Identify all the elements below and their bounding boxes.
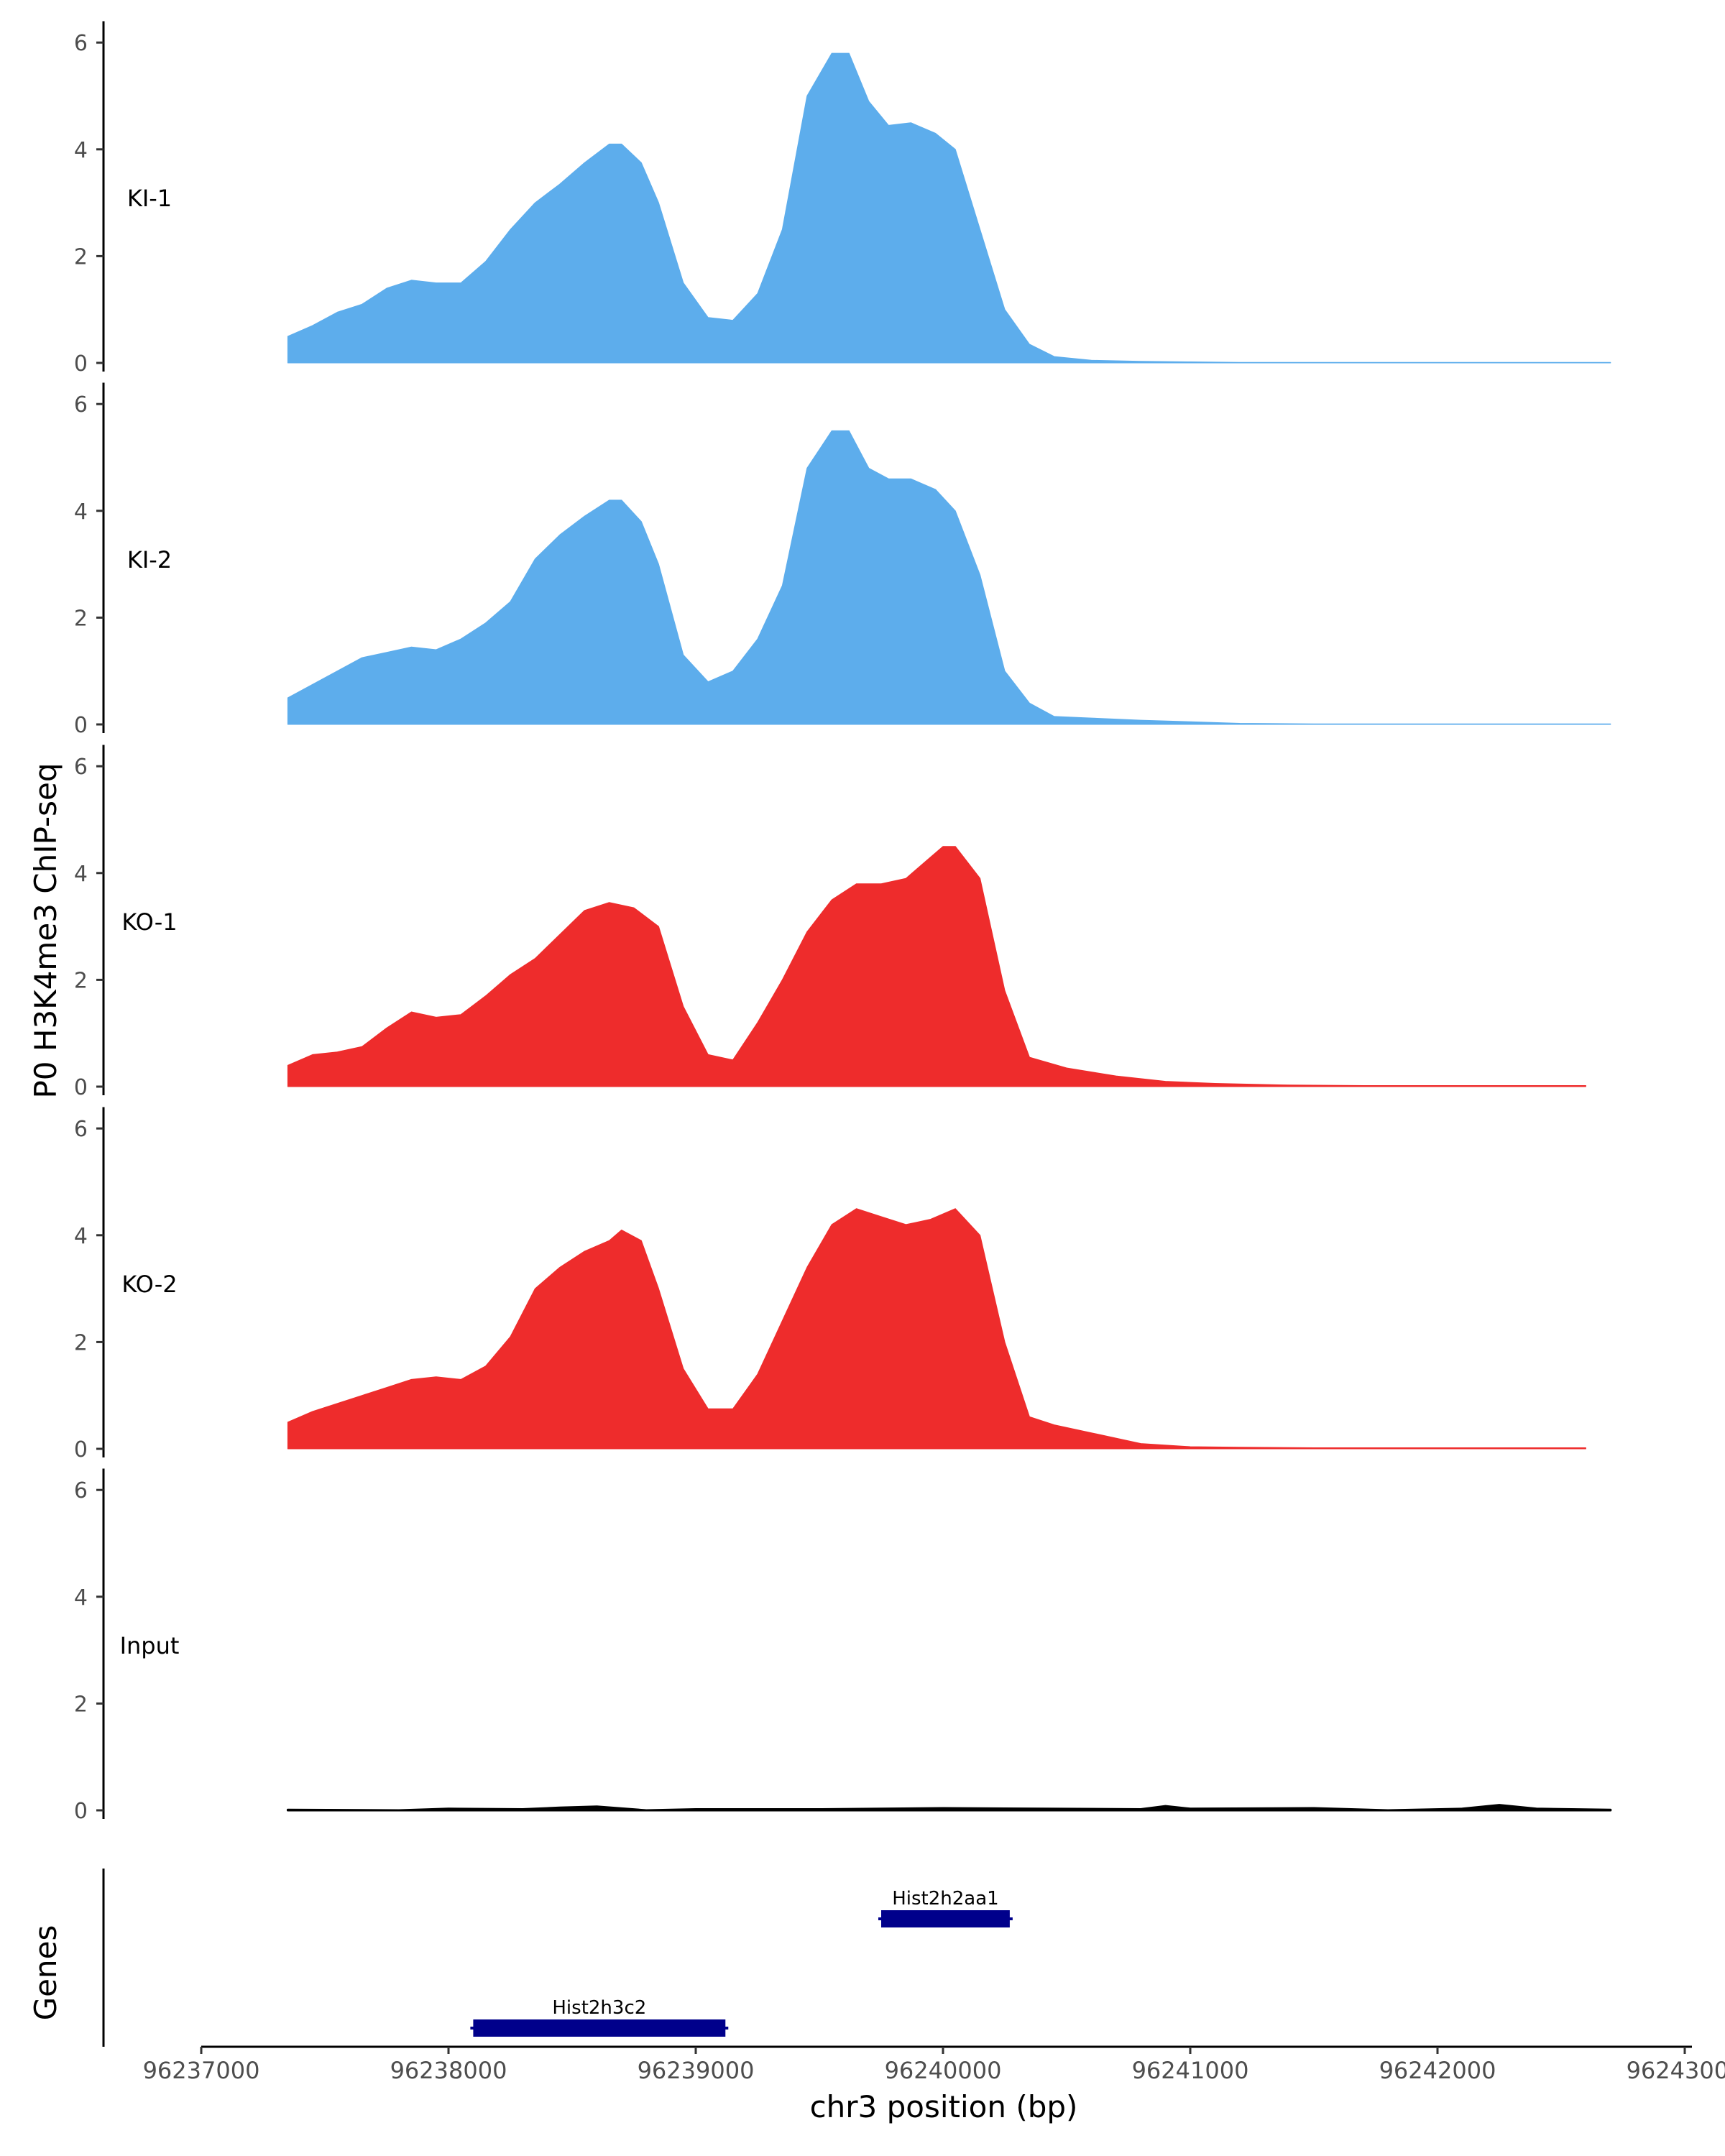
track-ko-2: 0 2 4 6 KO-2 [74, 1107, 1586, 1462]
y-axis-title: P0 H3K4me3 ChIP-seq [28, 763, 63, 1098]
y-tick-label: 6 [74, 1117, 88, 1142]
track-ko-1: 0 2 4 6 KO-1 [74, 745, 1586, 1100]
x-axis-title: chr3 position (bp) [810, 2089, 1078, 2124]
y-tick-label: 2 [74, 606, 88, 631]
gene-label: Hist2h3c2 [552, 1997, 646, 2019]
y-tick-label: 0 [74, 1075, 88, 1100]
y-tick-label: 6 [74, 31, 88, 56]
genes-axis-title: Genes [28, 1925, 63, 2021]
y-tick-label: 4 [74, 138, 88, 163]
track-input: 0 2 4 6 Input [74, 1468, 1612, 1824]
track-label: KI-2 [127, 546, 172, 573]
x-axis: 96237000 96238000 96239000 96240000 96241000… [143, 2045, 1725, 2084]
x-tick-label: 96242000 [1379, 2057, 1496, 2084]
y-tick-label: 0 [74, 351, 88, 377]
x-tick-label: 96238000 [390, 2057, 507, 2084]
y-tick-label: 6 [74, 755, 88, 780]
y-tick-label: 2 [74, 1330, 88, 1355]
track-label: KO-2 [121, 1271, 177, 1298]
y-tick-label: 0 [74, 1799, 88, 1824]
y-tick-label: 6 [74, 1478, 88, 1503]
y-tick-label: 6 [74, 392, 88, 418]
y-tick-label: 2 [74, 1692, 88, 1717]
track-label: KO-1 [121, 908, 177, 936]
gene-label: Hist2h2aa1 [892, 1888, 998, 1909]
series-area-ko-2 [287, 1208, 1586, 1450]
y-tick-label: 0 [74, 1437, 88, 1462]
track-label: Input [120, 1632, 180, 1659]
y-tick-label: 4 [74, 1585, 88, 1611]
x-tick-label: 96241000 [1132, 2057, 1249, 2084]
series-area-ki-2 [287, 430, 1611, 725]
y-tick-label: 2 [74, 968, 88, 993]
track-label: KI-1 [127, 185, 172, 212]
y-tick-label: 2 [74, 244, 88, 270]
y-tick-label: 4 [74, 1224, 88, 1249]
x-tick-label: 96239000 [638, 2057, 755, 2084]
series-area-input [286, 1804, 1612, 1812]
y-tick-label: 0 [74, 713, 88, 738]
signal-tracks: 0 2 4 6 KI-1 0 2 4 6 KI-2 0 2 4 6 KO-1 0 2 4 6 KO-2 0 2 4 6 Inpu… [74, 21, 1612, 1824]
series-area-ko-1 [287, 846, 1586, 1087]
x-tick-label: 96243000 [1627, 2057, 1725, 2084]
x-tick-label: 96240000 [885, 2057, 1002, 2084]
y-tick-label: 4 [74, 499, 88, 525]
y-tick-label: 4 [74, 862, 88, 887]
x-tick-label: 96237000 [143, 2057, 260, 2084]
genes-panel: Hist2h2aa1 Hist2h3c2 [102, 1869, 1013, 2047]
track-ki-2: 0 2 4 6 KI-2 [74, 382, 1611, 738]
series-area-ki-1 [287, 52, 1611, 364]
track-ki-1: 0 2 4 6 KI-1 [74, 21, 1611, 377]
